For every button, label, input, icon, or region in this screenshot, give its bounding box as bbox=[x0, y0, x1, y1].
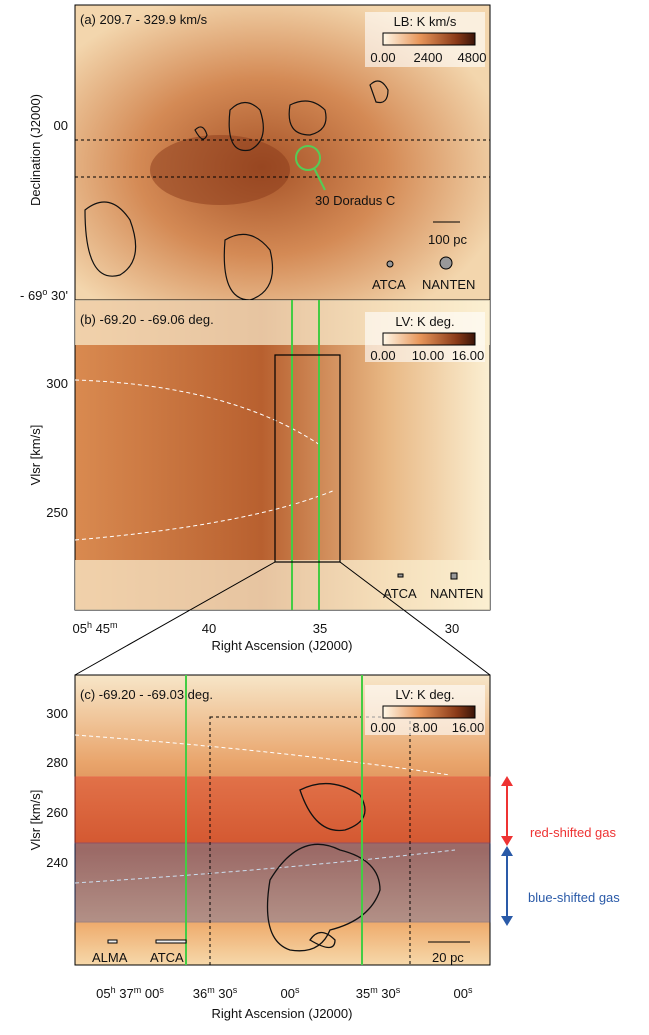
dashed-curve bbox=[74, 734, 451, 776]
colorbar-tick: 4800 bbox=[458, 50, 487, 65]
colorbar-tick: 0.00 bbox=[370, 720, 395, 735]
y-tick-label: 250 bbox=[46, 505, 68, 520]
x-tick-label: 40 bbox=[202, 621, 216, 636]
zoom-box bbox=[274, 354, 341, 563]
y-tick-label: 260 bbox=[46, 805, 68, 820]
y-tick-label: 240 bbox=[46, 855, 68, 870]
colorbar-tick: 2400 bbox=[414, 50, 443, 65]
colorbar-title: LV: K deg. bbox=[395, 314, 454, 329]
y-tick-label: 00 bbox=[54, 118, 68, 133]
annotation: ALMA bbox=[92, 950, 128, 965]
annotation: 20 pc bbox=[432, 950, 464, 965]
annotation: ATCA bbox=[383, 586, 417, 601]
x-tick-label: 05h 45m bbox=[72, 620, 117, 636]
x-axis-label: Right Ascension (J2000) bbox=[212, 1006, 353, 1021]
x-tick-label: 00s bbox=[454, 985, 473, 1001]
y-tick-label: 280 bbox=[46, 755, 68, 770]
annotation: NANTEN bbox=[430, 586, 483, 601]
colorbar-tick: 0.00 bbox=[370, 348, 395, 363]
source-circle bbox=[295, 145, 321, 171]
beam bbox=[439, 256, 453, 270]
side-labels: red-shifted gas blue-shifted gas bbox=[501, 776, 620, 926]
y-axis-label: Vlsr [km/s] bbox=[28, 425, 43, 486]
dashed-curve bbox=[74, 379, 321, 446]
beam bbox=[155, 939, 187, 944]
colorbar-title: LB: K km/s bbox=[394, 14, 457, 29]
y-tick-label: 300 bbox=[46, 706, 68, 721]
x-tick-label: 35m 30s bbox=[356, 985, 401, 1001]
zoom-line bbox=[339, 561, 491, 676]
panel-b: (b) -69.20 - -69.06 deg. LV: K deg. 0.00… bbox=[28, 299, 491, 676]
colorbar-tick: 16.00 bbox=[452, 348, 485, 363]
panel-title: (a) 209.7 - 329.9 km/s bbox=[80, 12, 208, 27]
x-tick-label: 30 bbox=[445, 621, 459, 636]
alma-box bbox=[209, 716, 411, 966]
panel-title: (c) -69.20 - -69.03 deg. bbox=[80, 687, 213, 702]
contour bbox=[266, 782, 381, 952]
colorbar-tick: 10.00 bbox=[412, 348, 445, 363]
side-label: red-shifted gas bbox=[530, 825, 616, 840]
colorbar bbox=[382, 705, 476, 719]
x-tick-label: 35 bbox=[313, 621, 327, 636]
map bbox=[75, 560, 490, 610]
panel-a: 30 Doradus C 100 pc ATCA NANTEN (a) 209.… bbox=[20, 4, 491, 303]
annotation: 30 Doradus C bbox=[315, 193, 395, 208]
annotation: ATCA bbox=[150, 950, 184, 965]
panel-c: (c) -69.20 - -69.03 deg. LV: K deg. 0.00… bbox=[28, 674, 491, 1021]
panel-title: (b) -69.20 - -69.06 deg. bbox=[80, 312, 214, 327]
emission bbox=[150, 135, 290, 205]
colorbar-tick: 16.00 bbox=[452, 720, 485, 735]
pointer bbox=[313, 167, 326, 191]
y-tick-label: - 69o 30' bbox=[20, 287, 68, 303]
x-axis-label: Right Ascension (J2000) bbox=[212, 638, 353, 653]
y-axis-label: Vlsr [km/s] bbox=[28, 790, 43, 851]
dashed-curve bbox=[74, 489, 336, 541]
annotation: ATCA bbox=[372, 277, 406, 292]
annotation: 100 pc bbox=[428, 232, 468, 247]
colorbar bbox=[382, 332, 476, 346]
side-label: blue-shifted gas bbox=[528, 890, 620, 905]
beam bbox=[450, 572, 458, 580]
colorbar-tick: 0.00 bbox=[370, 50, 395, 65]
y-tick-label: 300 bbox=[46, 376, 68, 391]
dashed-curve bbox=[74, 849, 456, 884]
colorbar-tick: 8.00 bbox=[412, 720, 437, 735]
beam bbox=[107, 939, 118, 944]
y-axis-label: Declination (J2000) bbox=[28, 94, 43, 206]
red-band bbox=[74, 776, 491, 844]
zoom-line bbox=[74, 561, 276, 676]
beam bbox=[386, 260, 394, 268]
colorbar bbox=[382, 32, 476, 46]
x-tick-label: 36m 30s bbox=[193, 985, 238, 1001]
x-tick-label: 05h 37m 00s bbox=[96, 985, 164, 1001]
x-tick-label: 00s bbox=[281, 985, 300, 1001]
colorbar-title: LV: K deg. bbox=[395, 687, 454, 702]
contour bbox=[84, 80, 389, 301]
arrow-head bbox=[501, 846, 513, 926]
annotation: NANTEN bbox=[422, 277, 475, 292]
blue-band bbox=[74, 842, 491, 923]
beam bbox=[397, 573, 404, 578]
